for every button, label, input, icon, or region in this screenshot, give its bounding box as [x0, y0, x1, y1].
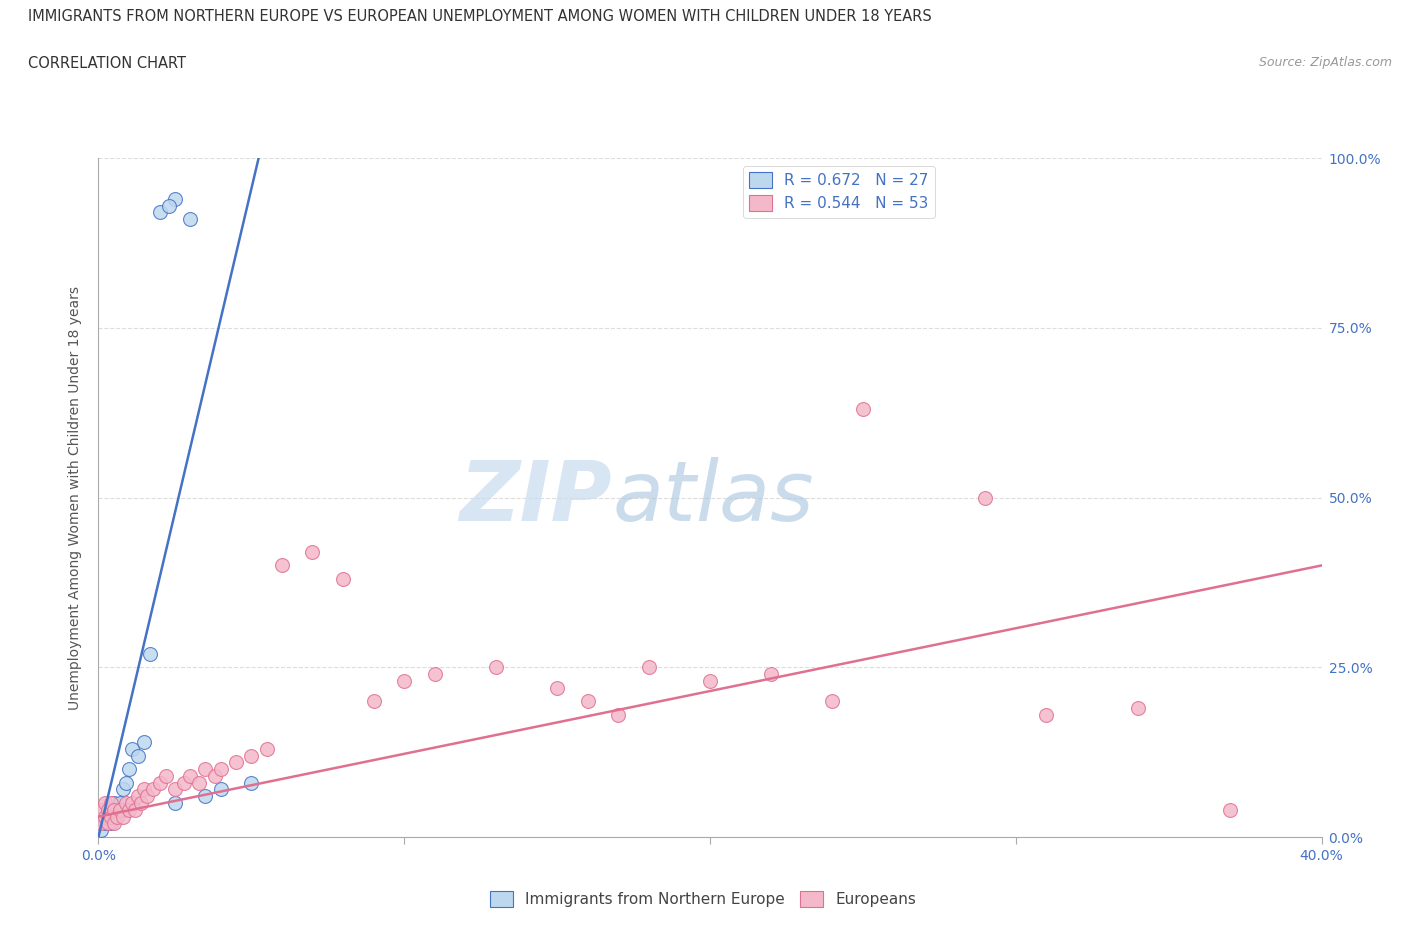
Text: atlas: atlas — [612, 457, 814, 538]
Point — [121, 741, 143, 756]
Point — [270, 558, 292, 573]
Point — [105, 803, 128, 817]
Point — [485, 660, 508, 675]
Point — [142, 782, 165, 797]
Point — [105, 809, 128, 824]
Point — [163, 796, 186, 811]
Point — [240, 776, 263, 790]
Point — [139, 646, 162, 661]
Point — [240, 748, 263, 763]
Point — [209, 782, 232, 797]
Point — [173, 776, 195, 790]
Point — [103, 803, 125, 817]
Point — [163, 192, 186, 206]
Point — [118, 803, 141, 817]
Point — [974, 490, 997, 505]
Legend: Immigrants from Northern Europe, Europeans: Immigrants from Northern Europe, Europea… — [484, 884, 922, 913]
Point — [546, 680, 568, 695]
Text: CORRELATION CHART: CORRELATION CHART — [28, 56, 186, 71]
Point — [93, 809, 115, 824]
Point — [127, 789, 149, 804]
Point — [423, 667, 446, 682]
Point — [1219, 803, 1241, 817]
Point — [852, 402, 875, 417]
Point — [209, 762, 232, 777]
Point — [100, 809, 122, 824]
Point — [179, 768, 201, 783]
Point — [188, 776, 211, 790]
Y-axis label: Unemployment Among Women with Children Under 18 years: Unemployment Among Women with Children U… — [69, 286, 83, 710]
Point — [134, 782, 156, 797]
Point — [155, 768, 177, 783]
Point — [392, 673, 416, 688]
Point — [103, 809, 125, 824]
Point — [194, 789, 217, 804]
Point — [100, 809, 122, 824]
Point — [124, 803, 146, 817]
Point — [149, 205, 172, 219]
Point — [93, 809, 115, 824]
Point — [134, 735, 156, 750]
Point — [576, 694, 599, 709]
Point — [97, 816, 120, 830]
Point — [1128, 700, 1150, 715]
Point — [93, 796, 115, 811]
Point — [108, 796, 131, 811]
Point — [90, 816, 112, 830]
Point — [90, 803, 112, 817]
Point — [332, 572, 354, 587]
Point — [115, 776, 138, 790]
Point — [97, 816, 120, 830]
Point — [127, 748, 149, 763]
Point — [111, 803, 134, 817]
Point — [637, 660, 661, 675]
Point — [97, 803, 120, 817]
Point — [821, 694, 844, 709]
Point — [301, 544, 323, 559]
Point — [759, 667, 782, 682]
Point — [129, 796, 152, 811]
Point — [97, 803, 120, 817]
Point — [121, 796, 143, 811]
Text: ZIP: ZIP — [460, 457, 612, 538]
Point — [136, 789, 159, 804]
Point — [115, 796, 138, 811]
Legend: R = 0.672   N = 27, R = 0.544   N = 53: R = 0.672 N = 27, R = 0.544 N = 53 — [742, 166, 935, 218]
Point — [103, 816, 125, 830]
Point — [1035, 708, 1057, 723]
Point — [163, 782, 186, 797]
Point — [699, 673, 721, 688]
Point — [157, 198, 180, 213]
Point — [225, 755, 247, 770]
Point — [111, 782, 134, 797]
Text: IMMIGRANTS FROM NORTHERN EUROPE VS EUROPEAN UNEMPLOYMENT AMONG WOMEN WITH CHILDR: IMMIGRANTS FROM NORTHERN EUROPE VS EUROP… — [28, 9, 932, 24]
Point — [111, 809, 134, 824]
Point — [607, 708, 630, 723]
Point — [363, 694, 385, 709]
Point — [256, 741, 278, 756]
Point — [194, 762, 217, 777]
Point — [100, 796, 122, 811]
Point — [108, 803, 131, 817]
Point — [149, 776, 172, 790]
Point — [204, 768, 226, 783]
Point — [118, 762, 141, 777]
Text: Source: ZipAtlas.com: Source: ZipAtlas.com — [1258, 56, 1392, 69]
Point — [90, 823, 112, 838]
Point — [179, 212, 201, 227]
Point — [100, 816, 122, 830]
Point — [103, 796, 125, 811]
Point — [93, 816, 115, 830]
